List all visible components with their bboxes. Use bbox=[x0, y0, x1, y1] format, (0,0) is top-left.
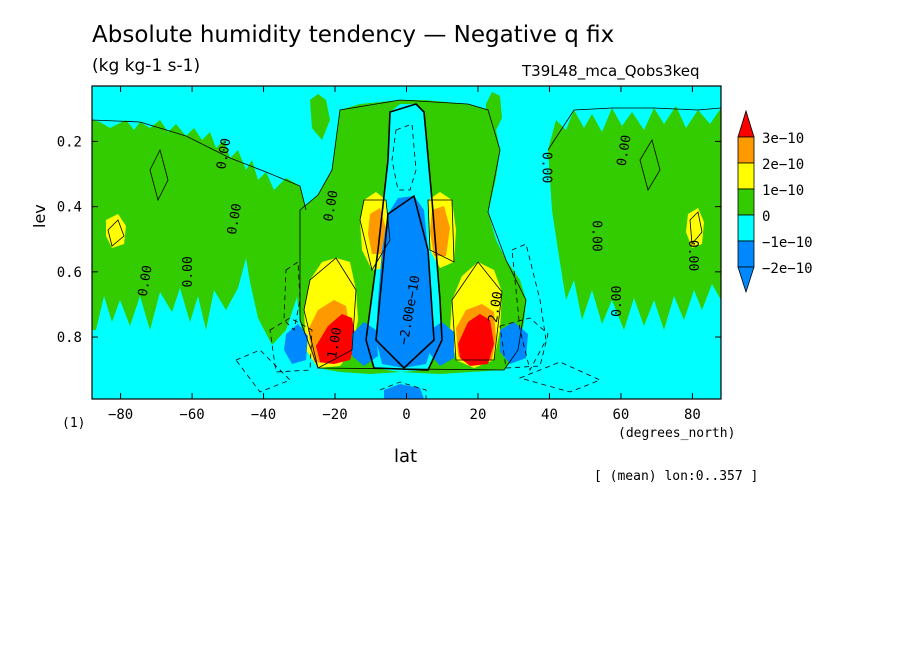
contour-label: 0.00 bbox=[615, 134, 635, 167]
colorbar-swatch bbox=[737, 188, 755, 216]
colorbar-label: −1e−10 bbox=[762, 235, 813, 251]
x-axis-ticks: −80 −60 −40 −20 0 20 40 60 80 bbox=[108, 86, 701, 423]
run-id: T39L48_mca_Qobs3keq bbox=[522, 62, 700, 80]
contour-label: 0.00 bbox=[181, 256, 196, 287]
contour-label: 0.00 bbox=[538, 152, 553, 183]
colorbar-label: 0 bbox=[762, 209, 770, 225]
green-region-north bbox=[548, 106, 721, 330]
x-axis-label: lat bbox=[394, 446, 418, 467]
mean-note: [ (mean) lon:0..357 ] bbox=[594, 469, 759, 484]
contour-label: 0.00 bbox=[321, 189, 341, 222]
y-axis-ticks: 0.2 0.4 0.6 0.8 bbox=[57, 134, 721, 346]
contour-label: 0.00 bbox=[588, 220, 603, 251]
x-axis-units: (degrees_north) bbox=[618, 426, 736, 441]
y-tick-label: 0.2 bbox=[57, 134, 82, 150]
blue-core-equator bbox=[376, 196, 434, 368]
contour-lines-thick bbox=[365, 103, 443, 371]
yellow-left-edge bbox=[106, 214, 126, 248]
contour-lines-negative bbox=[235, 123, 602, 399]
blue-bottom-patch bbox=[384, 384, 424, 399]
contour-label: 0.00 bbox=[136, 264, 156, 297]
x-tick-label: 40 bbox=[541, 407, 558, 423]
colorbar-label: 1e−10 bbox=[762, 183, 804, 199]
x-tick-label: 80 bbox=[684, 407, 701, 423]
blue-lobe-3 bbox=[430, 322, 454, 366]
x-tick-label: −40 bbox=[251, 407, 276, 423]
colorbar-swatch bbox=[737, 240, 755, 268]
x-tick-label: −80 bbox=[108, 407, 133, 423]
contour-label: 0.00 bbox=[685, 240, 700, 271]
red-core-south bbox=[316, 314, 356, 364]
colorbar-swatch bbox=[737, 162, 755, 190]
contour-label: 0.00 bbox=[214, 137, 234, 170]
blue-lobe-2 bbox=[352, 322, 378, 366]
x-tick-label: 20 bbox=[470, 407, 487, 423]
panel-number: (1) bbox=[62, 416, 86, 431]
blue-lobe-1 bbox=[284, 324, 308, 364]
red-core-north bbox=[458, 314, 494, 366]
chart-title: Absolute humidity tendency — Negative q … bbox=[92, 22, 615, 48]
colorbar-label: 3e−10 bbox=[762, 131, 804, 147]
colorbar-label: 2e−10 bbox=[762, 157, 804, 173]
contour-label: 1.00 bbox=[325, 326, 345, 359]
x-tick-label: 0 bbox=[402, 407, 410, 423]
colorbar-top-arrow bbox=[737, 109, 755, 138]
contour-label: 0.00 bbox=[610, 286, 625, 317]
colorbar-swatch bbox=[737, 214, 755, 242]
colorbar-bottom-arrow bbox=[737, 266, 755, 294]
green-top-right bbox=[486, 92, 502, 134]
green-top-left bbox=[310, 94, 330, 140]
chart-units: (kg kg-1 s-1) bbox=[92, 56, 201, 76]
colorbar-label: −2e−10 bbox=[762, 261, 813, 277]
contour-lines-positive bbox=[92, 99, 721, 371]
colorbar-swatch bbox=[737, 136, 755, 164]
colorbar: 3e−10 2e−10 1e−10 0 −1e−10 −2e−10 bbox=[737, 109, 813, 294]
y-tick-label: 0.6 bbox=[57, 265, 82, 281]
x-tick-label: 60 bbox=[613, 407, 630, 423]
y-tick-label: 0.4 bbox=[57, 200, 82, 216]
green-region-south bbox=[92, 120, 306, 345]
x-tick-label: −20 bbox=[322, 407, 347, 423]
contour-label: 0.00 bbox=[225, 202, 245, 235]
contour-label: 2.00 bbox=[486, 290, 506, 323]
y-tick-label: 0.8 bbox=[57, 330, 82, 346]
x-tick-label: −60 bbox=[179, 407, 204, 423]
